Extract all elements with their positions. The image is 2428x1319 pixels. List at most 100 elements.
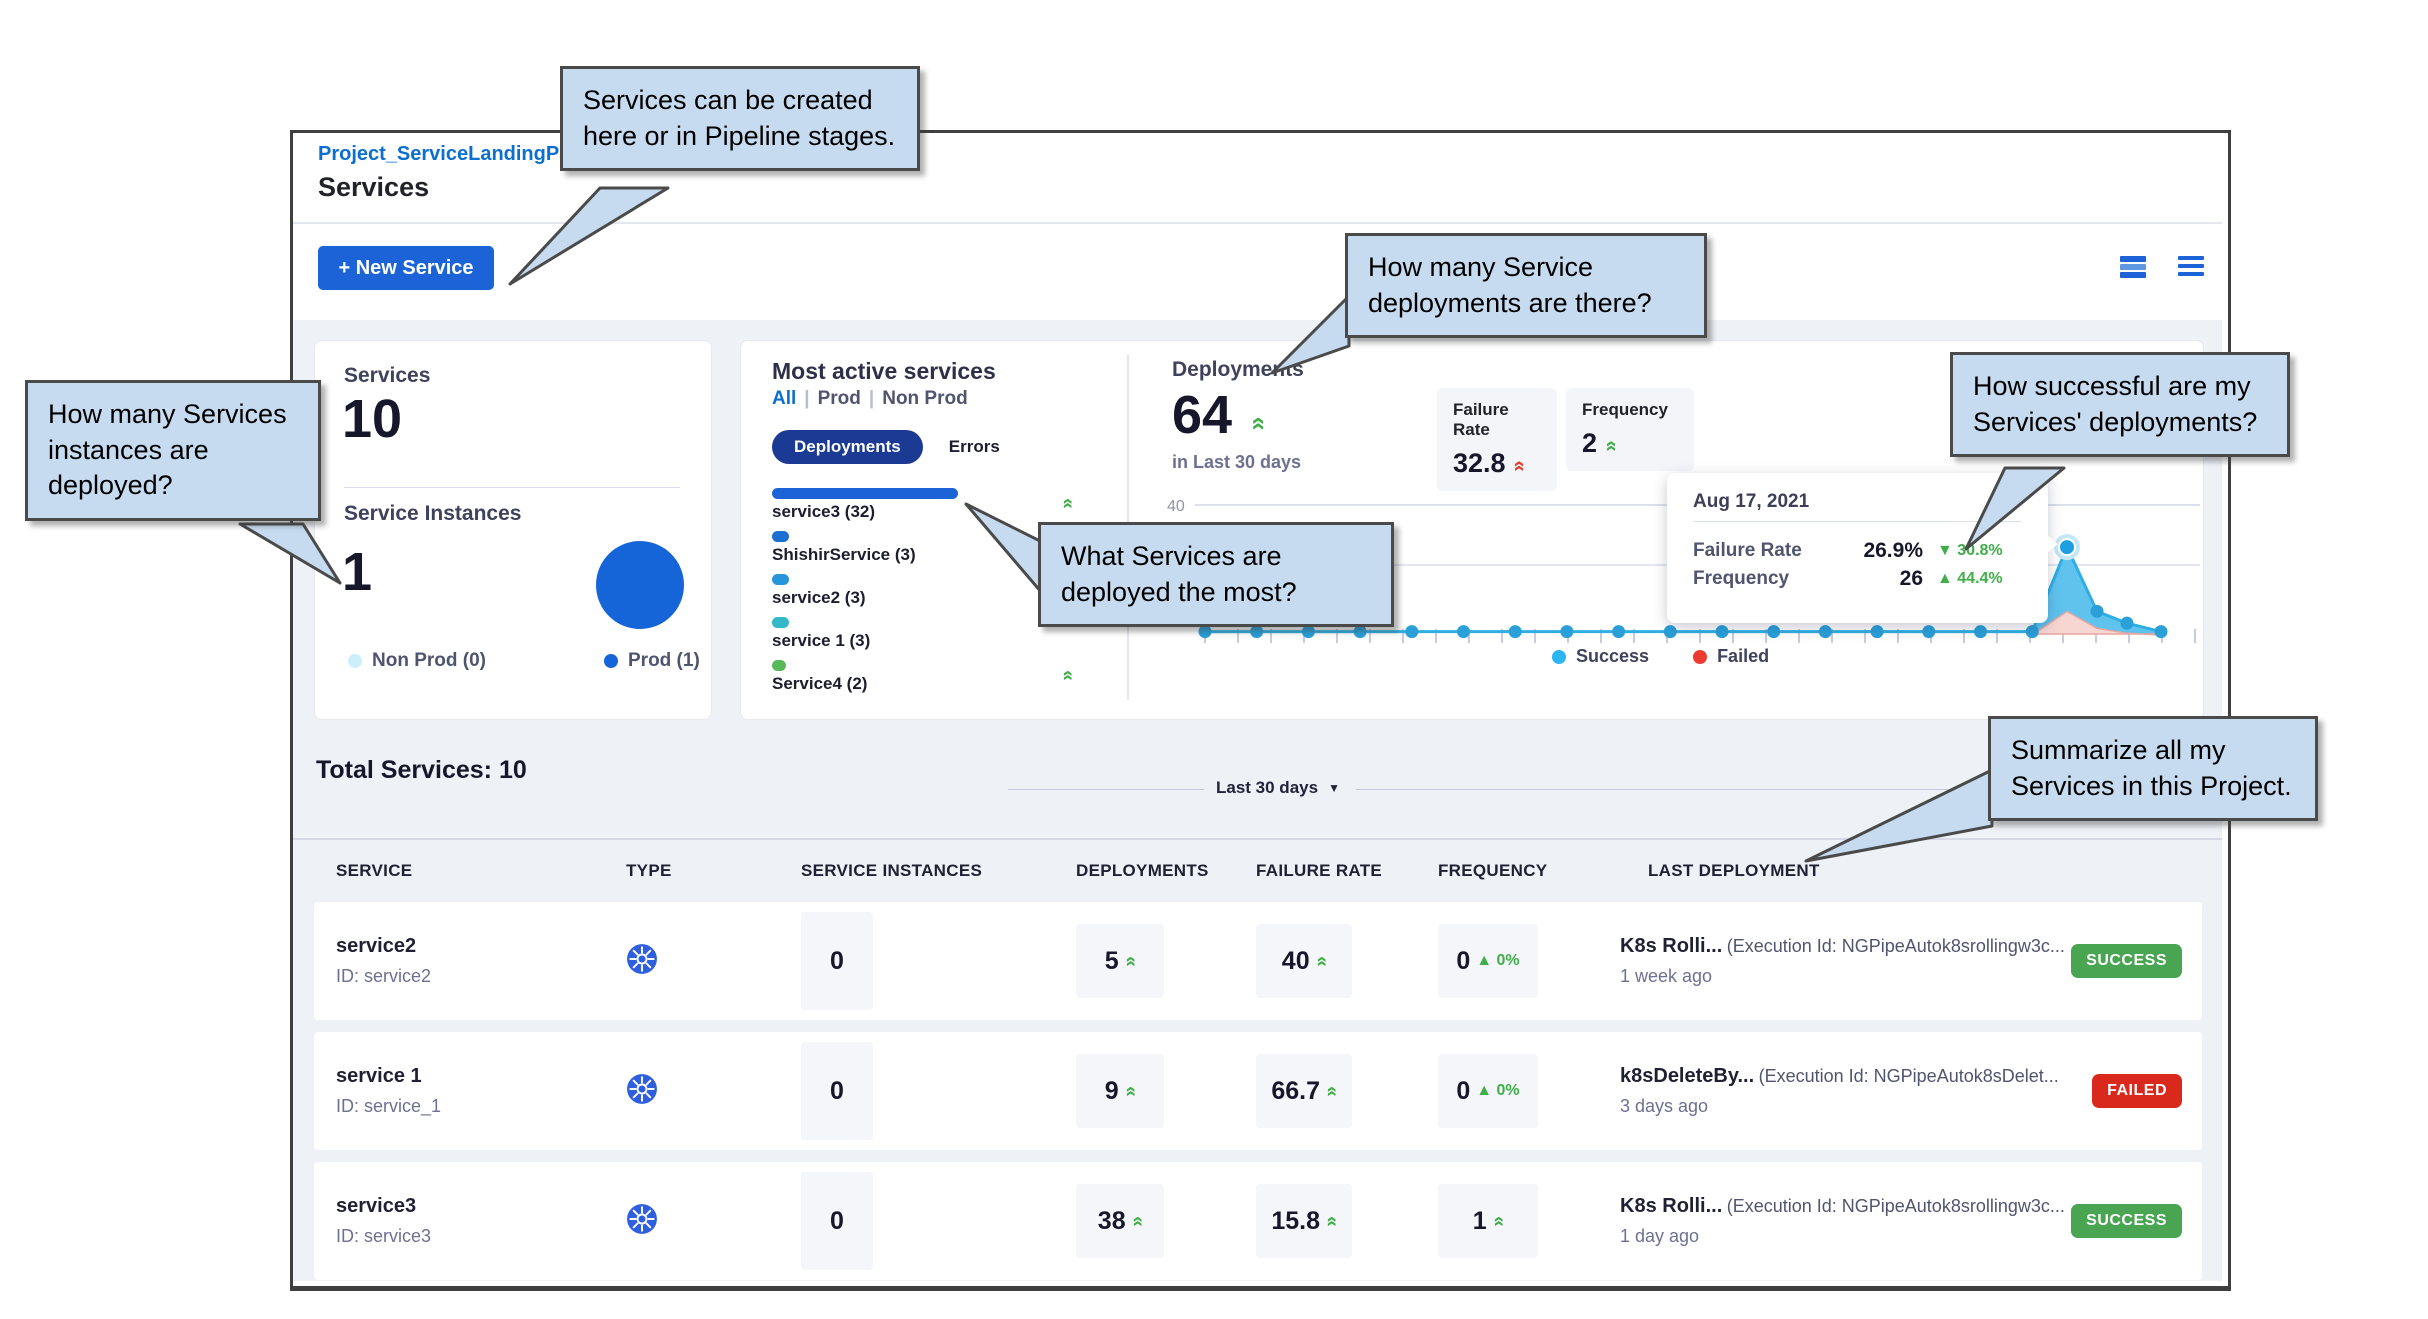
table-divider xyxy=(293,838,2222,840)
new-service-button[interactable]: + New Service xyxy=(318,246,494,290)
active-service-row[interactable]: service2 (3) xyxy=(772,574,1072,608)
last-deployment-cell[interactable]: K8s Rolli... (Execution Id: NGPipeAutok8… xyxy=(1620,1195,2065,1247)
trend-up-icon: » xyxy=(1487,1215,1509,1227)
filter-prod[interactable]: Prod xyxy=(817,388,861,409)
trend-up-icon: » xyxy=(1126,1215,1148,1227)
col-failure-rate[interactable]: FAILURE RATE xyxy=(1256,861,1383,880)
filter-all[interactable]: All xyxy=(772,388,797,409)
trend-up-icon: » xyxy=(1119,955,1141,967)
period-dropdown[interactable]: Last 30 days ▼ xyxy=(1216,778,1340,797)
service-activity-label: Service4 (2) xyxy=(772,674,868,693)
deployment-time: 1 week ago xyxy=(1620,966,1713,986)
trend-up-icon: » xyxy=(1599,440,1622,452)
legend-prod: Prod (1) xyxy=(604,650,700,672)
service-activity-label: ShishirService (3) xyxy=(772,545,916,564)
services-summary-card xyxy=(314,340,712,720)
instances-cell: 0 xyxy=(801,1172,873,1270)
failure-rate-value: 32.8 » xyxy=(1453,448,1530,478)
summary-divider xyxy=(344,487,680,488)
filter-nonprod[interactable]: Non Prod xyxy=(882,388,968,409)
tooltip-frequency-label: Frequency xyxy=(1693,568,1790,589)
col-service-instances[interactable]: SERVICE INSTANCES xyxy=(801,861,983,880)
callout-deployment-success: How successful are my Services' deployme… xyxy=(1950,352,2290,458)
frequency-cell: 0 ▲ 0% xyxy=(1438,924,1538,998)
service-table-row[interactable]: service 1 ID: service_1 0 9» 66.7» 0 ▲ 0% k8sDe… xyxy=(314,1032,2202,1150)
col-frequency[interactable]: FREQUENCY xyxy=(1438,861,1548,880)
callout-create-services: Services can be created here or in Pipel… xyxy=(560,66,920,172)
most-active-bar-list: service3 (32) » ShishirService (3) service2… xyxy=(772,488,1078,703)
active-service-row[interactable]: service3 (32) » xyxy=(772,488,1078,522)
legend-success: Success xyxy=(1552,646,1649,667)
last-deployment-cell[interactable]: k8sDeleteBy... (Execution Id: NGPipeAuto… xyxy=(1620,1065,2059,1117)
col-deployments[interactable]: DEPLOYMENTS xyxy=(1076,861,1209,880)
prod-dot-icon xyxy=(604,654,618,668)
failure-rate-label: Failure Rate xyxy=(1453,400,1509,439)
callout-deployment-count: How many Service deployments are there? xyxy=(1345,233,1707,339)
table-header: SERVICE TYPE SERVICE INSTANCES DEPLOYMEN… xyxy=(314,848,2202,894)
service-id: ID: service3 xyxy=(336,1226,432,1246)
trend-up-icon: » xyxy=(1310,955,1332,967)
last-deployment-cell[interactable]: K8s Rolli... (Execution Id: NGPipeAutok8… xyxy=(1620,935,2065,987)
delta-up-label: ▲ 0% xyxy=(1476,952,1520,969)
tooltip-frequency-delta: ▲ 44.4% xyxy=(1937,570,2003,587)
service-instances-label: Service Instances xyxy=(344,502,522,525)
failure-rate-cell: 66.7» xyxy=(1256,1054,1352,1128)
services-count-value: 10 xyxy=(342,389,403,449)
success-dot-icon xyxy=(1552,649,1566,664)
status-badge: SUCCESS xyxy=(2071,1204,2182,1238)
pipeline-name: K8s Rolli... xyxy=(1620,935,1723,957)
list-view-icon[interactable] xyxy=(2178,256,2204,280)
svg-text:40: 40 xyxy=(1167,498,1185,515)
service-activity-bar xyxy=(772,488,958,499)
instances-cell: 0 xyxy=(801,1042,873,1140)
service-name: service 1 xyxy=(336,1065,422,1087)
service-instances-value: 1 xyxy=(342,542,373,602)
pipeline-name: k8sDeleteBy... xyxy=(1620,1065,1755,1087)
breadcrumb[interactable]: Project_ServiceLandingPag xyxy=(318,143,583,165)
card-view-icon[interactable] xyxy=(2120,256,2146,280)
col-type[interactable]: TYPE xyxy=(626,861,672,880)
deployments-period: in Last 30 days xyxy=(1172,452,1302,472)
col-service[interactable]: SERVICE xyxy=(336,861,413,880)
instances-cell: 0 xyxy=(801,912,873,1010)
active-service-row[interactable]: Service4 (2) » xyxy=(772,660,1078,694)
tooltip-failure-value: 26.9% xyxy=(1863,539,1923,562)
toggle-errors[interactable]: Errors xyxy=(948,437,1000,456)
pipeline-name: K8s Rolli... xyxy=(1620,1195,1723,1217)
most-active-title: Most active services xyxy=(772,358,996,384)
col-last-deployment[interactable]: LAST DEPLOYMENT xyxy=(1648,861,1820,880)
total-services-label: Total Services: 10 xyxy=(316,756,527,784)
active-service-row[interactable]: service 1 (3) xyxy=(772,617,1072,651)
active-service-row[interactable]: ShishirService (3) xyxy=(772,531,1072,565)
callout-instances-deployed: How many Services instances are deployed… xyxy=(25,380,321,521)
service-activity-bar xyxy=(772,574,790,585)
toggle-deployments[interactable]: Deployments xyxy=(772,430,923,464)
deployments-cell: 9» xyxy=(1076,1054,1164,1128)
status-badge: FAILED xyxy=(2092,1074,2182,1108)
trend-up-icon: » xyxy=(1242,416,1271,431)
failure-rate-cell: 40» xyxy=(1256,924,1352,998)
deployments-label: Deployments xyxy=(1172,358,1304,381)
tooltip-failure-delta: ▼ 30.8% xyxy=(1937,542,2003,559)
frequency-value: 2 » xyxy=(1582,428,1622,458)
legend-nonprod: Non Prod (0) xyxy=(348,650,486,672)
status-badge: SUCCESS xyxy=(2071,944,2182,978)
service-table-row[interactable]: service3 ID: service3 0 38» 15.8» 1» K8s Rolli… xyxy=(314,1162,2202,1280)
tooltip-frequency-value: 26 xyxy=(1899,567,1923,590)
tooltip-failure-label: Failure Rate xyxy=(1693,540,1802,561)
trend-up-icon: » xyxy=(1119,1085,1141,1097)
service-table-body: service2 ID: service2 0 5» 40» 0 ▲ 0% K8s Rolli… xyxy=(314,902,2202,1292)
deployments-cell: 38» xyxy=(1076,1184,1164,1258)
services-count-label: Services xyxy=(344,364,431,387)
service-activity-label: service 1 (3) xyxy=(772,631,871,650)
legend-failed: Failed xyxy=(1693,646,1769,667)
frequency-tile: Frequency 2 » xyxy=(1566,388,1694,471)
service-table-row[interactable]: service2 ID: service2 0 5» 40» 0 ▲ 0% K8s Rolli… xyxy=(314,902,2202,1020)
service-name: service2 xyxy=(336,935,417,957)
frequency-label: Frequency xyxy=(1582,400,1668,419)
nonprod-dot-icon xyxy=(348,654,362,668)
instances-pie-chart xyxy=(596,541,684,629)
service-name: service3 xyxy=(336,1195,417,1217)
frequency-cell: 1» xyxy=(1438,1184,1538,1258)
